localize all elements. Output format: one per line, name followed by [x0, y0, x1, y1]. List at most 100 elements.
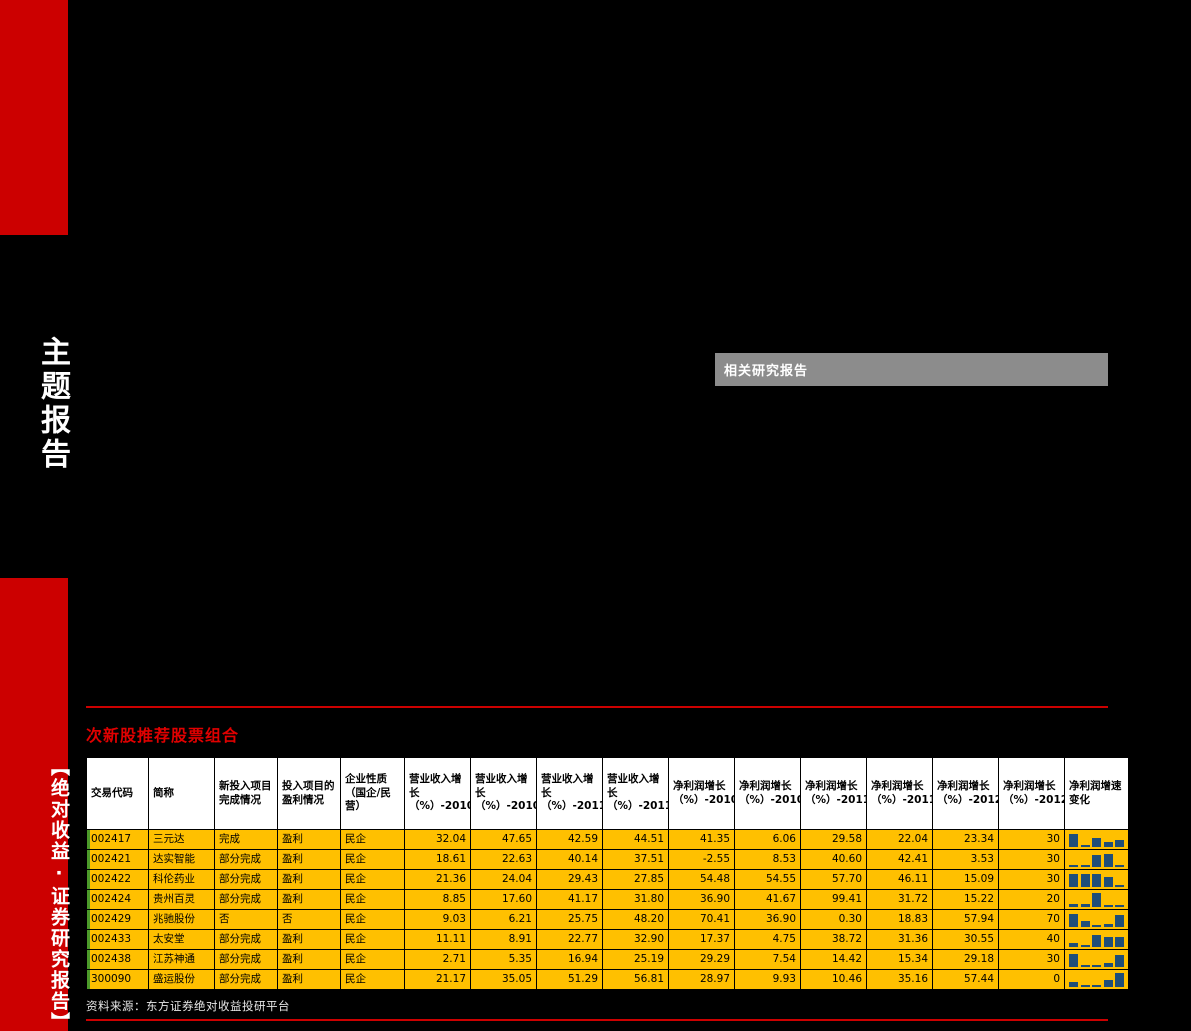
cell-rev-2010q4: 24.04 — [470, 869, 537, 890]
cell-nature: 民企 — [340, 869, 405, 890]
sparkline-bar-2 — [1080, 945, 1090, 947]
cell-np-trend-sparkline — [1064, 869, 1129, 890]
cell-rev-2011q4: 44.51 — [602, 829, 669, 850]
cell-np-2011q4: 35.16 — [866, 969, 933, 990]
sparkline-bar-3 — [1092, 935, 1101, 947]
cell-code: 002429 — [86, 909, 149, 930]
cell-rev-2011q4: 32.90 — [602, 929, 669, 950]
section-title: 次新股推荐股票组合 — [86, 726, 240, 745]
cell-np-2010q2: 41.35 — [668, 829, 735, 850]
cell-name: 三元达 — [148, 829, 215, 850]
cell-code: 002422 — [86, 869, 149, 890]
sparkline-bar-4 — [1103, 905, 1113, 907]
cell-np-trend-sparkline — [1064, 969, 1129, 990]
sparkline-bar-3 — [1092, 855, 1101, 867]
sparkline-bar-3 — [1092, 893, 1101, 907]
cell-code: 002433 — [86, 929, 149, 950]
sparkline-bar-1 — [1069, 954, 1078, 967]
cell-np-2010q2: 70.41 — [668, 909, 735, 930]
col-header-np-trend: 净利润增速变化 — [1064, 757, 1129, 830]
stock-portfolio-table: 交易代码 简称 新投入项目完成情况 投入项目的盈利情况 企业性质（国企/民营） … — [86, 757, 1129, 990]
cell-np-2010q2: -2.55 — [668, 849, 735, 870]
cell-rev-2011q4: 27.85 — [602, 869, 669, 890]
sparkline-bar-4 — [1103, 842, 1113, 847]
cell-np-trend-sparkline — [1064, 929, 1129, 950]
sparkline — [1069, 972, 1124, 987]
cell-np-2010q2: 17.37 — [668, 929, 735, 950]
table-row: 002433 太安堂 部分完成 盈利 民企 11.11 8.91 22.77 32.90 17.3… — [86, 929, 1129, 950]
cell-rev-2010q4: 5.35 — [470, 949, 537, 970]
sparkline-bar-5 — [1115, 955, 1124, 967]
sparkline-bar-2 — [1080, 985, 1090, 987]
cell-np-2012q1: 30.55 — [932, 929, 999, 950]
cell-code: 002424 — [86, 889, 149, 910]
table-row: 300090 盛运股份 部分完成 盈利 民企 21.17 35.05 51.29 56.81 28… — [86, 969, 1129, 990]
cell-np-2010q2: 36.90 — [668, 889, 735, 910]
cell-np-trend-sparkline — [1064, 849, 1129, 870]
cell-np-2012q2e: 70 — [998, 909, 1065, 930]
table-row: 002421 达实智能 部分完成 盈利 民企 18.61 22.63 40.14 37.51 -2… — [86, 849, 1129, 870]
cell-rev-2010q4: 17.60 — [470, 889, 537, 910]
cell-np-2012q1: 15.22 — [932, 889, 999, 910]
sparkline-bar-5 — [1115, 915, 1124, 927]
cell-np-2012q1: 57.94 — [932, 909, 999, 930]
cell-profit: 盈利 — [277, 889, 341, 910]
cell-rev-2010q4: 8.91 — [470, 929, 537, 950]
sparkline-bar-1 — [1069, 943, 1078, 947]
cell-np-2012q1: 57.44 — [932, 969, 999, 990]
cell-np-2010q4: 9.93 — [734, 969, 801, 990]
cell-rev-2011q4: 25.19 — [602, 949, 669, 970]
sparkline-bar-1 — [1069, 865, 1078, 867]
cell-rev-2011q2: 51.29 — [536, 969, 603, 990]
cell-np-2012q2e: 0 — [998, 969, 1065, 990]
sidebar-band-top — [0, 0, 68, 235]
cell-rev-2010q4: 6.21 — [470, 909, 537, 930]
sparkline-bar-4 — [1103, 963, 1113, 967]
cell-np-2012q2e: 30 — [998, 869, 1065, 890]
cell-profit: 盈利 — [277, 949, 341, 970]
cell-project: 部分完成 — [214, 929, 278, 950]
cell-np-2010q4: 8.53 — [734, 849, 801, 870]
sidebar-title-series: 【绝对收益·证券研究报告】 — [48, 757, 70, 1031]
cell-rev-2010q2: 32.04 — [404, 829, 471, 850]
table-header-row: 交易代码 简称 新投入项目完成情况 投入项目的盈利情况 企业性质（国企/民营） … — [86, 757, 1129, 830]
cell-nature: 民企 — [340, 829, 405, 850]
cell-np-trend-sparkline — [1064, 909, 1129, 930]
cell-rev-2011q2: 42.59 — [536, 829, 603, 850]
cell-np-2011q2: 14.42 — [800, 949, 867, 970]
cell-name: 科伦药业 — [148, 869, 215, 890]
cell-nature: 民企 — [340, 849, 405, 870]
cell-np-trend-sparkline — [1064, 949, 1129, 970]
table-row: 002417 三元达 完成 盈利 民企 32.04 47.65 42.59 44.51 41.35… — [86, 829, 1129, 850]
cell-profit: 盈利 — [277, 849, 341, 870]
cell-rev-2010q4: 35.05 — [470, 969, 537, 990]
sparkline-bar-5 — [1115, 865, 1124, 867]
cell-np-2011q4: 46.11 — [866, 869, 933, 890]
cell-np-2011q2: 38.72 — [800, 929, 867, 950]
cell-nature: 民企 — [340, 969, 405, 990]
cell-np-2012q2e: 30 — [998, 829, 1065, 850]
cell-np-2010q2: 28.97 — [668, 969, 735, 990]
cell-nature: 民企 — [340, 949, 405, 970]
cell-np-2011q4: 15.34 — [866, 949, 933, 970]
col-header-rev-2010q2: 营业收入增长（%）-2010Q2 — [404, 757, 471, 830]
table-body: 002417 三元达 完成 盈利 民企 32.04 47.65 42.59 44.51 41.35… — [86, 829, 1129, 990]
col-header-rev-2011q4: 营业收入增长（%）-2011Q4 — [602, 757, 669, 830]
sparkline-bar-2 — [1080, 874, 1090, 887]
cell-project: 否 — [214, 909, 278, 930]
table-row: 002438 江苏神通 部分完成 盈利 民企 2.71 5.35 16.94 25.19 29.2… — [86, 949, 1129, 970]
cell-rev-2010q2: 21.36 — [404, 869, 471, 890]
cell-np-2010q4: 54.55 — [734, 869, 801, 890]
cell-np-2012q1: 29.18 — [932, 949, 999, 970]
cell-code: 002438 — [86, 949, 149, 970]
cell-np-2012q2e: 30 — [998, 949, 1065, 970]
cell-project: 完成 — [214, 829, 278, 850]
cell-code: 002417 — [86, 829, 149, 850]
sparkline-bar-1 — [1069, 904, 1078, 907]
sparkline-bar-1 — [1069, 874, 1078, 887]
cell-np-2011q2: 99.41 — [800, 889, 867, 910]
sparkline-bar-3 — [1092, 965, 1101, 967]
cell-nature: 民企 — [340, 909, 405, 930]
cell-np-2011q2: 40.60 — [800, 849, 867, 870]
sparkline-bar-4 — [1103, 877, 1113, 887]
